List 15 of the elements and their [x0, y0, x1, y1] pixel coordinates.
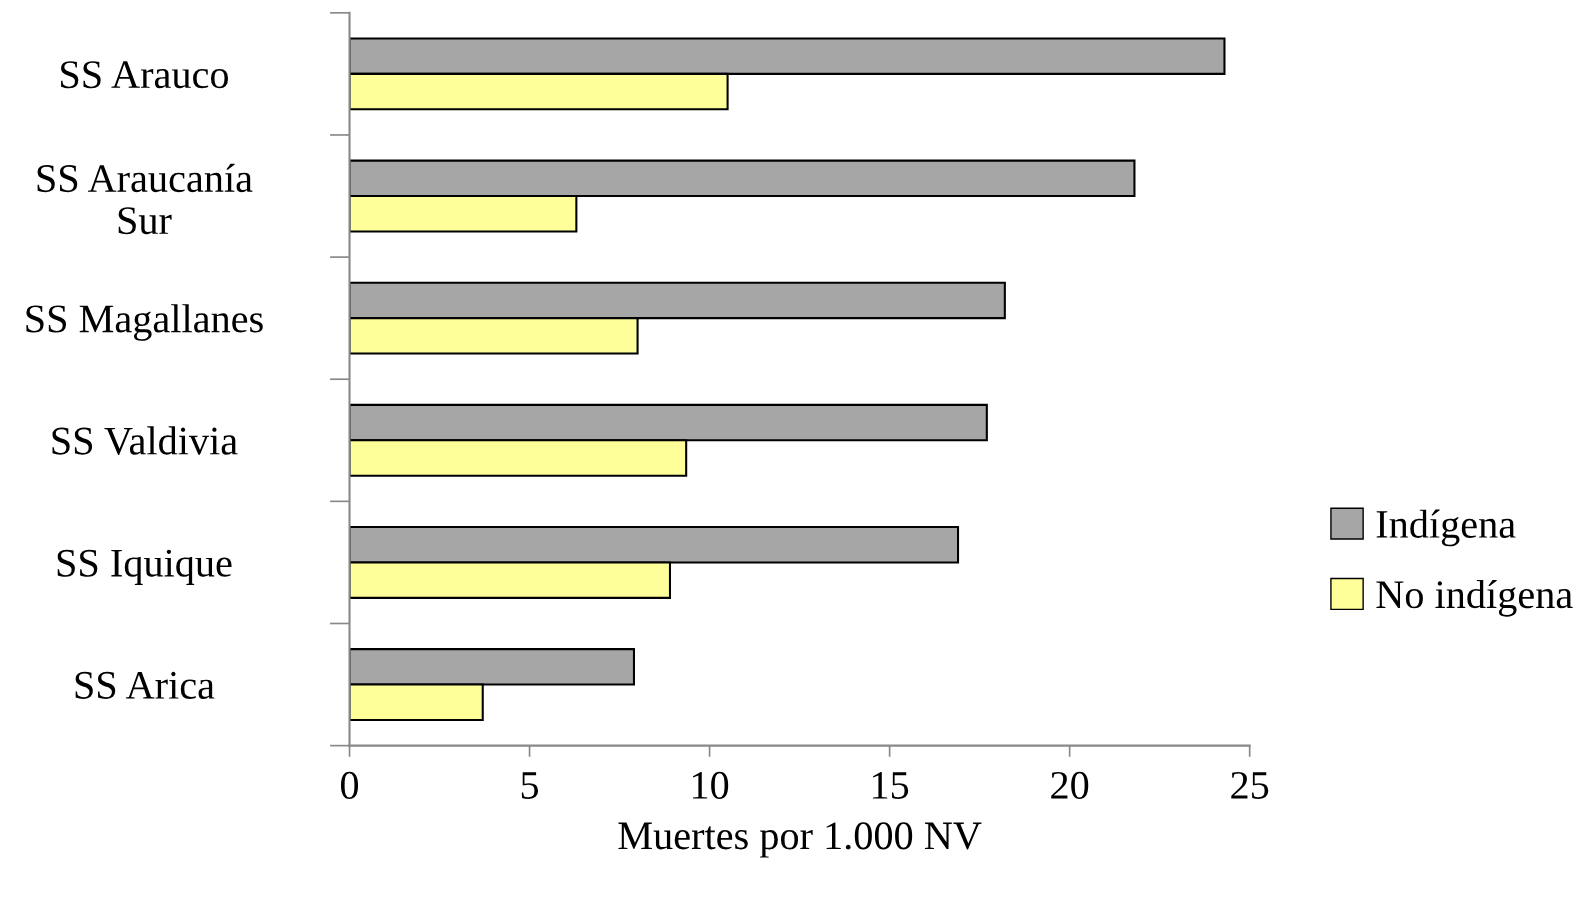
y-tick-label: SS Arica [75, 671, 215, 699]
y-tick-label: SS Valdivia [52, 426, 238, 455]
x-tick-label: 5 [521, 772, 539, 799]
y-tick-label: SS Iquique [57, 549, 232, 585]
x-tick-label: 10 [692, 771, 729, 799]
y-tick-label: SS Arauco [61, 61, 229, 89]
legend-label: Indígena [1376, 509, 1516, 547]
x-tick-label: 25 [1231, 771, 1269, 799]
x-tick-label: 20 [1051, 771, 1089, 799]
y-tick-label: SS Araucanía Sur [37, 163, 253, 235]
x-tick-label: 0 [340, 771, 359, 799]
x-tick-label: 15 [873, 771, 909, 799]
legend-label: No indígena [1376, 579, 1573, 617]
x-axis-title: Muertes por 1.000 NV [618, 822, 982, 858]
y-tick-label: SS Magallanes [26, 304, 263, 341]
